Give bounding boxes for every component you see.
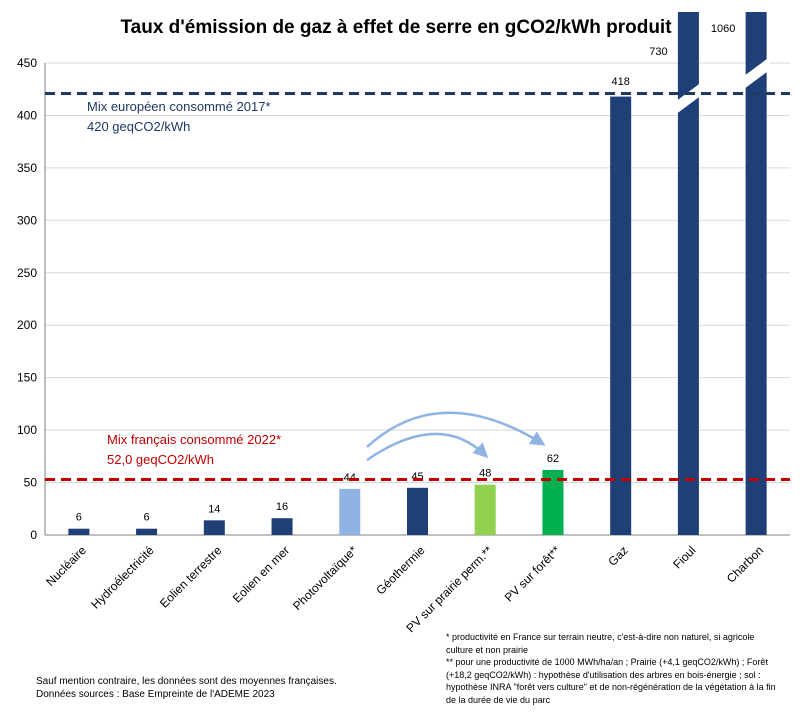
fr-mix-value: 52,0 geqCO2/kWh (107, 452, 214, 467)
footnote-source: Données sources : Base Empreinte de l'AD… (36, 689, 275, 700)
arrow-to-pv-foret (366, 411, 546, 448)
y-tick-label: 100 (17, 423, 37, 437)
footnote-star: * productivité en France sur terrain neu… (446, 632, 755, 655)
y-tick-label: 450 (17, 56, 37, 70)
x-axis-labels: Nucléaire Hydroélectricité Eolien terrestr… (43, 543, 766, 635)
data-label: 418 (612, 76, 630, 88)
y-tick-label: 150 (17, 371, 37, 385)
bar (610, 96, 632, 535)
bar (68, 528, 90, 535)
data-label: 45 (411, 471, 423, 483)
annotation-arrows (366, 411, 546, 462)
bar (136, 528, 158, 535)
y-tick-label: 300 (17, 213, 37, 227)
x-tick-label: Charbon (724, 543, 766, 585)
y-tick-label: 0 (30, 528, 37, 542)
bars: 6 6 14 16 44 45 48 62 418 730 1060 (68, 12, 770, 535)
chart-title: Taux d'émission de gaz à effet de serre … (120, 17, 672, 38)
axis-break-gap (674, 82, 702, 115)
data-label: 1060 (711, 23, 735, 35)
y-axis-ticks: 0 50 100 150 200 250 300 350 400 450 (17, 56, 37, 542)
bar (271, 518, 293, 535)
x-tick-label: Gaz (605, 543, 630, 568)
y-tick-label: 200 (17, 318, 37, 332)
bar (542, 469, 564, 535)
y-tick-label: 350 (17, 161, 37, 175)
bar (339, 488, 361, 535)
y-tick-label: 50 (24, 476, 38, 490)
x-tick-label: Eolien terrestre (157, 543, 225, 611)
footnote-right: * productivité en France sur terrain neu… (446, 631, 776, 706)
x-tick-label: PV sur forêt** (502, 543, 564, 605)
bar (203, 520, 225, 535)
bar (677, 12, 699, 535)
x-tick-label: Photovoltaïque* (290, 543, 360, 613)
gridlines (44, 62, 790, 536)
bar (474, 484, 496, 535)
data-label: 6 (76, 512, 82, 524)
footnote-left: Sauf mention contraire, les données sont… (36, 675, 406, 701)
arrow-to-pv-prairie (366, 432, 489, 462)
eu-mix-value: 420 geqCO2/kWh (87, 119, 190, 134)
x-tick-label: Hydroélectricité (88, 543, 157, 612)
data-label: 6 (144, 512, 150, 524)
axis-break-gap (742, 57, 770, 90)
y-tick-label: 250 (17, 266, 37, 280)
bar (407, 487, 428, 535)
x-tick-label: Eolien en mer (230, 543, 292, 605)
data-label: 14 (208, 503, 220, 515)
footnote-double-star: ** pour une productivité de 1000 MWh/ha/… (446, 657, 776, 705)
footnote-averages: Sauf mention contraire, les données sont… (36, 676, 337, 687)
data-label: 48 (479, 468, 491, 480)
eu-mix-label: Mix européen consommé 2017* (87, 99, 271, 114)
data-label: 16 (276, 501, 288, 513)
data-label: 62 (547, 453, 559, 465)
data-label: 730 (649, 46, 667, 58)
reference-lines: Mix européen consommé 2017* 420 geqCO2/kW… (45, 91, 790, 481)
x-tick-label: Fioul (670, 543, 698, 571)
data-label: 44 (344, 472, 356, 484)
x-tick-label: Géothermie (373, 543, 427, 597)
fr-mix-label: Mix français consommé 2022* (107, 432, 281, 447)
y-tick-label: 400 (17, 108, 37, 122)
bar (745, 12, 767, 535)
x-tick-label: Nucléaire (43, 543, 89, 589)
